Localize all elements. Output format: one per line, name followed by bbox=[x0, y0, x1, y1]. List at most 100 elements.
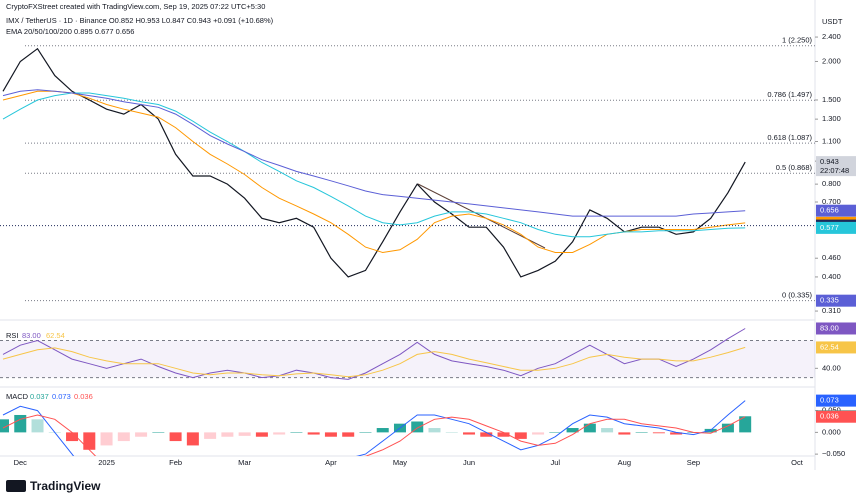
x-tick-label: Feb bbox=[169, 458, 182, 467]
y-tick-label: 0.000 bbox=[822, 427, 841, 436]
x-tick-label: 2025 bbox=[98, 458, 115, 467]
histogram-bar bbox=[359, 432, 372, 433]
fib-label: 0.618 (1.087) bbox=[767, 133, 812, 142]
histogram-bar bbox=[739, 416, 752, 433]
histogram-bar bbox=[342, 432, 355, 437]
histogram-bar bbox=[583, 423, 596, 433]
series-line bbox=[2, 328, 746, 380]
histogram-bar bbox=[152, 432, 165, 433]
rsi-badge-label: 83.00 bbox=[820, 323, 839, 332]
macd-badge bbox=[816, 394, 856, 407]
histogram-bar bbox=[618, 432, 631, 435]
histogram-bar bbox=[83, 432, 96, 450]
price-badge-label: 0.335 bbox=[820, 296, 839, 305]
histogram-bar bbox=[14, 414, 27, 433]
indicator: EMA 20/50/100/200 0.895 0.677 0.656 bbox=[6, 27, 134, 36]
macd-badge-label: 0.073 bbox=[820, 396, 839, 405]
fib-label: 0.786 (1.497) bbox=[767, 90, 812, 99]
histogram-bar bbox=[549, 432, 562, 433]
fib-label: 0 (0.335) bbox=[782, 291, 813, 300]
countdown: 22:07:48 bbox=[820, 166, 849, 175]
y-tick-label: 0.050 bbox=[822, 406, 841, 415]
macd-plot bbox=[0, 400, 752, 456]
rsi-plot bbox=[0, 328, 815, 380]
histogram-bar bbox=[376, 428, 389, 433]
credit: CryptoFXStreet created with TradingView.… bbox=[6, 2, 265, 11]
macd-badge bbox=[816, 410, 856, 423]
histogram-bar bbox=[135, 432, 148, 437]
histogram-bar bbox=[307, 432, 320, 435]
symbol: IMX / TetherUS · 1D · Binance O0.852 H0.… bbox=[6, 16, 274, 25]
price-badge-label: 0.656 bbox=[820, 206, 839, 215]
last-price-badge bbox=[816, 156, 856, 177]
histogram-bar bbox=[601, 428, 614, 433]
histogram-bar bbox=[428, 428, 441, 433]
x-tick-label: Aug bbox=[618, 458, 631, 467]
histogram-bar bbox=[169, 432, 182, 442]
readout: 83.00 bbox=[22, 331, 41, 340]
y-tick-label: 2.000 bbox=[822, 56, 841, 65]
series-line bbox=[2, 414, 746, 456]
x-tick-label: May bbox=[393, 458, 407, 467]
y-tick-label: 0.800 bbox=[822, 179, 841, 188]
price-badge bbox=[816, 221, 856, 234]
histogram-bar bbox=[463, 432, 476, 435]
y-tick-label: 1.500 bbox=[822, 95, 841, 104]
histogram-bar bbox=[255, 432, 268, 437]
readout: 0.036 bbox=[74, 392, 93, 401]
y-tick-label: 1.100 bbox=[822, 136, 841, 145]
price-badge-label: 0.577 bbox=[820, 223, 839, 232]
histogram-bar bbox=[31, 419, 44, 433]
histogram-bar bbox=[480, 432, 493, 437]
readout: 62.54 bbox=[46, 331, 65, 340]
macd-badge-label: 0.036 bbox=[820, 412, 839, 421]
readout: 0.073 bbox=[52, 392, 71, 401]
x-tick-label: Sep bbox=[687, 458, 700, 467]
price-badge bbox=[816, 294, 856, 307]
fib-label: 0.5 (0.868) bbox=[776, 163, 813, 172]
series-line bbox=[2, 400, 746, 456]
histogram-bar bbox=[670, 432, 683, 435]
histogram-bar bbox=[290, 432, 303, 433]
histogram-bar bbox=[497, 432, 510, 437]
histogram-bar bbox=[532, 432, 545, 435]
histogram-bar bbox=[324, 432, 337, 437]
brand: TradingView bbox=[30, 479, 101, 493]
rsi-badge bbox=[816, 322, 856, 335]
histogram-bar bbox=[273, 432, 286, 435]
x-tick-label: Dec bbox=[14, 458, 28, 467]
y-tick-label: 0.400 bbox=[822, 272, 841, 281]
histogram-bar bbox=[445, 432, 458, 433]
y-tick-label: −0.050 bbox=[822, 449, 845, 458]
histogram-bar bbox=[66, 432, 79, 442]
last-price: 0.943 bbox=[820, 157, 839, 166]
series-line bbox=[2, 346, 746, 378]
y-tick-label: 0.460 bbox=[822, 253, 841, 262]
x-tick-label: Mar bbox=[238, 458, 251, 467]
y-tick-label: 1.300 bbox=[822, 114, 841, 123]
histogram-bar bbox=[117, 432, 130, 442]
histogram-bar bbox=[0, 419, 9, 433]
histogram-bar bbox=[566, 428, 579, 433]
y-tick-label: 40.00 bbox=[822, 363, 841, 372]
series-line bbox=[2, 47, 746, 278]
rsi-band bbox=[0, 340, 815, 378]
y-tick-label: 0.310 bbox=[822, 306, 841, 315]
y-tick-label: 0.700 bbox=[822, 197, 841, 206]
readout: 0.037 bbox=[30, 392, 49, 401]
histogram-bar bbox=[238, 432, 251, 436]
panel-title: MACD bbox=[6, 392, 29, 401]
x-tick-label: Oct bbox=[791, 458, 804, 467]
logo-mark bbox=[6, 480, 26, 492]
rsi-badge bbox=[816, 341, 856, 354]
histogram-bar bbox=[652, 432, 665, 434]
currency: USDT bbox=[822, 17, 843, 26]
rsi-badge-label: 62.54 bbox=[820, 342, 839, 351]
histogram-bar bbox=[221, 432, 234, 437]
price-plot bbox=[0, 45, 815, 302]
x-tick-label: Jul bbox=[551, 458, 561, 467]
x-tick-label: Apr bbox=[325, 458, 337, 467]
price-badge bbox=[816, 204, 856, 217]
series-line bbox=[2, 89, 746, 217]
